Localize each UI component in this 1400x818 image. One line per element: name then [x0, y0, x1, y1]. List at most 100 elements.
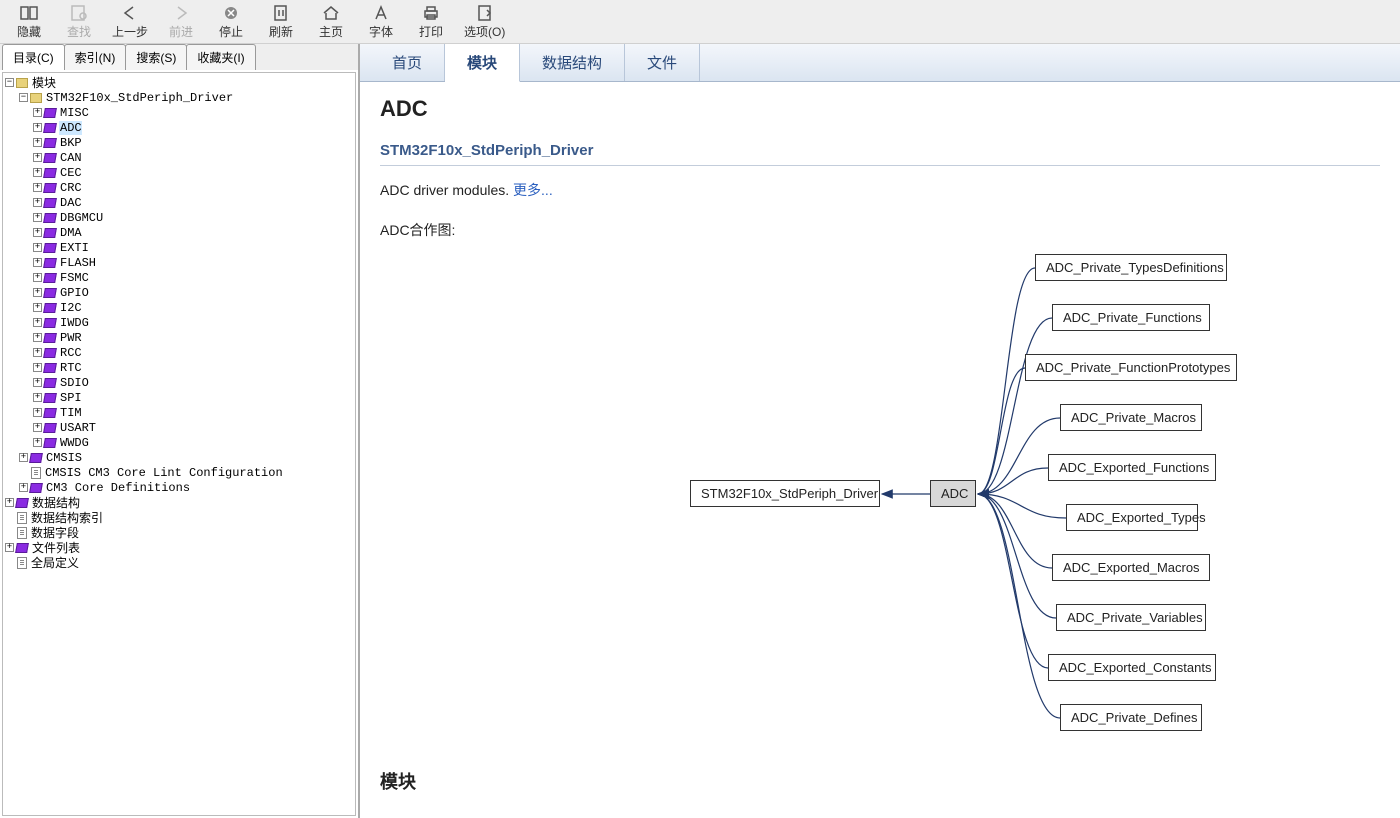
expand-icon[interactable]: +	[33, 108, 42, 117]
tree-module-exti[interactable]: +EXTI	[3, 240, 355, 255]
tree-view[interactable]: −模块−STM32F10x_StdPeriph_Driver+MISC+ADC+…	[2, 72, 356, 816]
diagram-center-node[interactable]: ADC	[930, 480, 976, 507]
tree-module-fsmc[interactable]: +FSMC	[3, 270, 355, 285]
toolbar-home-button[interactable]: 主页	[306, 2, 356, 42]
nav-tab-toc[interactable]: 目录(C)	[2, 44, 65, 70]
diagram-child-node-7[interactable]: ADC_Private_Variables	[1056, 604, 1206, 631]
doc-tab-ds[interactable]: 数据结构	[520, 44, 625, 81]
expand-icon[interactable]: +	[33, 228, 42, 237]
diagram-child-node-5[interactable]: ADC_Exported_Types	[1066, 504, 1198, 531]
diagram-child-node-8[interactable]: ADC_Exported_Constants	[1048, 654, 1216, 681]
expand-icon[interactable]: +	[19, 483, 28, 492]
expand-icon[interactable]: +	[33, 438, 42, 447]
tree-module-gpio[interactable]: +GPIO	[3, 285, 355, 300]
tree-module-spi[interactable]: +SPI	[3, 390, 355, 405]
tree-datastruct[interactable]: +数据结构	[3, 495, 355, 510]
expand-icon[interactable]: −	[19, 93, 28, 102]
tree-module-cec[interactable]: +CEC	[3, 165, 355, 180]
expand-icon[interactable]: +	[33, 303, 42, 312]
tree-module-sdio[interactable]: +SDIO	[3, 375, 355, 390]
tree-lint[interactable]: CMSIS CM3 Core Lint Configuration	[3, 465, 355, 480]
expand-icon[interactable]: +	[33, 423, 42, 432]
tree-label: IWDG	[59, 316, 89, 330]
expand-icon[interactable]: +	[33, 348, 42, 357]
diagram-child-node-6[interactable]: ADC_Exported_Macros	[1052, 554, 1210, 581]
tree-module-tim[interactable]: + TIM	[3, 405, 355, 420]
toolbar-back-button[interactable]: 上一步	[104, 2, 156, 42]
expand-icon[interactable]: +	[33, 168, 42, 177]
toolbar-label: 查找	[67, 23, 91, 40]
book-icon	[43, 378, 57, 388]
tree-cmsis[interactable]: +CMSIS	[3, 450, 355, 465]
tree-datastructidx[interactable]: 数据结构索引	[3, 510, 355, 525]
expand-icon[interactable]: +	[33, 123, 42, 132]
expand-icon[interactable]: +	[33, 243, 42, 252]
doc-tab-files[interactable]: 文件	[625, 44, 700, 81]
tree-label: TIM	[59, 406, 82, 420]
tree-module-can[interactable]: +CAN	[3, 150, 355, 165]
expand-icon[interactable]: +	[33, 333, 42, 342]
diagram-child-node-9[interactable]: ADC_Private_Defines	[1060, 704, 1202, 731]
expand-icon[interactable]: +	[33, 363, 42, 372]
expand-icon[interactable]: +	[5, 543, 14, 552]
breadcrumb-link[interactable]: STM32F10x_StdPeriph_Driver	[380, 142, 1380, 166]
expand-icon[interactable]: +	[33, 183, 42, 192]
more-link[interactable]: 更多...	[513, 182, 553, 198]
diagram-child-node-0[interactable]: ADC_Private_TypesDefinitions	[1035, 254, 1227, 281]
tree-coredef[interactable]: +CM3 Core Definitions	[3, 480, 355, 495]
expand-icon[interactable]: +	[33, 198, 42, 207]
tree-module-crc[interactable]: +CRC	[3, 180, 355, 195]
doc-tab-modules[interactable]: 模块	[445, 44, 520, 82]
expand-icon[interactable]: +	[33, 273, 42, 282]
toolbar-font-button[interactable]: 字体	[356, 2, 406, 42]
refresh-icon	[272, 4, 290, 22]
tree-module-usart[interactable]: + USART	[3, 420, 355, 435]
expand-icon[interactable]: +	[33, 213, 42, 222]
tree-driver[interactable]: −STM32F10x_StdPeriph_Driver	[3, 90, 355, 105]
expand-icon[interactable]: +	[33, 318, 42, 327]
expand-icon[interactable]: +	[19, 453, 28, 462]
diagram-child-node-2[interactable]: ADC_Private_FunctionPrototypes	[1025, 354, 1237, 381]
tree-globaldef[interactable]: 全局定义	[3, 555, 355, 570]
toolbar-stop-button[interactable]: 停止	[206, 2, 256, 42]
tree-filelist[interactable]: +文件列表	[3, 540, 355, 555]
tree-module-adc[interactable]: +ADC	[3, 120, 355, 135]
tree-module-dbgmcu[interactable]: +DBGMCU	[3, 210, 355, 225]
tree-module-bkp[interactable]: +BKP	[3, 135, 355, 150]
diagram-parent-node[interactable]: STM32F10x_StdPeriph_Driver	[690, 480, 880, 507]
tree-module-misc[interactable]: +MISC	[3, 105, 355, 120]
nav-tab-search[interactable]: 搜索(S)	[125, 44, 187, 70]
toolbar-refresh-button[interactable]: 刷新	[256, 2, 306, 42]
expand-icon[interactable]: +	[33, 393, 42, 402]
diagram-child-node-1[interactable]: ADC_Private_Functions	[1052, 304, 1210, 331]
expand-icon[interactable]: +	[33, 378, 42, 387]
diagram-child-node-4[interactable]: ADC_Exported_Functions	[1048, 454, 1216, 481]
toolbar-options-button[interactable]: 选项(O)	[456, 2, 513, 42]
tree-module-wwdg[interactable]: +WWDG	[3, 435, 355, 450]
toolbar-hide-button[interactable]: 隐藏	[4, 2, 54, 42]
book-icon	[43, 438, 57, 448]
tree-module-pwr[interactable]: +PWR	[3, 330, 355, 345]
tree-module-dac[interactable]: +DAC	[3, 195, 355, 210]
tree-module-rcc[interactable]: +RCC	[3, 345, 355, 360]
diagram-child-node-3[interactable]: ADC_Private_Macros	[1060, 404, 1202, 431]
tree-module-i2c[interactable]: +I2C	[3, 300, 355, 315]
tree-root-modules[interactable]: −模块	[3, 75, 355, 90]
tree-datafield[interactable]: 数据字段	[3, 525, 355, 540]
tree-module-iwdg[interactable]: + IWDG	[3, 315, 355, 330]
tree-module-flash[interactable]: +FLASH	[3, 255, 355, 270]
expand-icon[interactable]: +	[33, 153, 42, 162]
expand-icon[interactable]: +	[33, 138, 42, 147]
tree-module-rtc[interactable]: +RTC	[3, 360, 355, 375]
nav-tab-fav[interactable]: 收藏夹(I)	[186, 44, 255, 70]
expand-icon[interactable]: −	[5, 78, 14, 87]
doc-tab-home[interactable]: 首页	[370, 44, 445, 81]
expand-icon[interactable]: +	[33, 408, 42, 417]
expand-icon[interactable]: +	[33, 258, 42, 267]
toolbar-print-button[interactable]: 打印	[406, 2, 456, 42]
tree-module-dma[interactable]: +DMA	[3, 225, 355, 240]
nav-tab-index[interactable]: 索引(N)	[64, 44, 127, 70]
tree-label: USART	[59, 421, 96, 435]
expand-icon[interactable]: +	[5, 498, 14, 507]
expand-icon[interactable]: +	[33, 288, 42, 297]
